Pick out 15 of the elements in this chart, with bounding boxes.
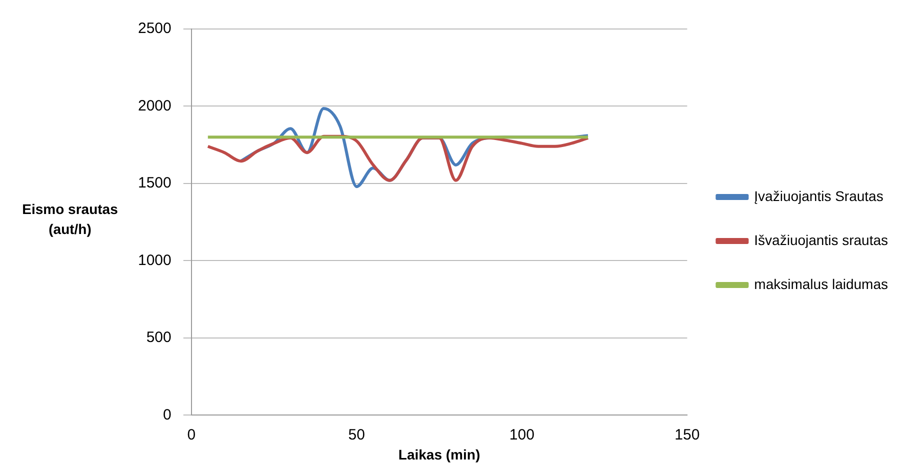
y-tick-label: 1000 — [138, 252, 172, 269]
legend-label: maksimalus laidumas — [754, 276, 888, 292]
x-tick-label: 100 — [509, 426, 534, 444]
x-tick-label: 50 — [348, 426, 365, 444]
y-tick-label: 2500 — [138, 20, 172, 38]
y-axis-title: Eismo srautas (aut/h) — [22, 201, 118, 238]
x-tick-label: 0 — [187, 426, 196, 444]
legend-label: Išvažiuojantis srautas — [754, 232, 888, 248]
y-tick-label: 0 — [163, 406, 172, 424]
x-axis-title: Laikas (min) — [398, 446, 480, 462]
y-tick-label: 1500 — [138, 174, 172, 192]
y-tick-label: 500 — [146, 329, 172, 346]
x-tick-label: 150 — [674, 426, 700, 444]
legend-label: Įvažiuojantis Srautas — [754, 188, 884, 204]
y-tick-label: 2000 — [138, 97, 172, 114]
